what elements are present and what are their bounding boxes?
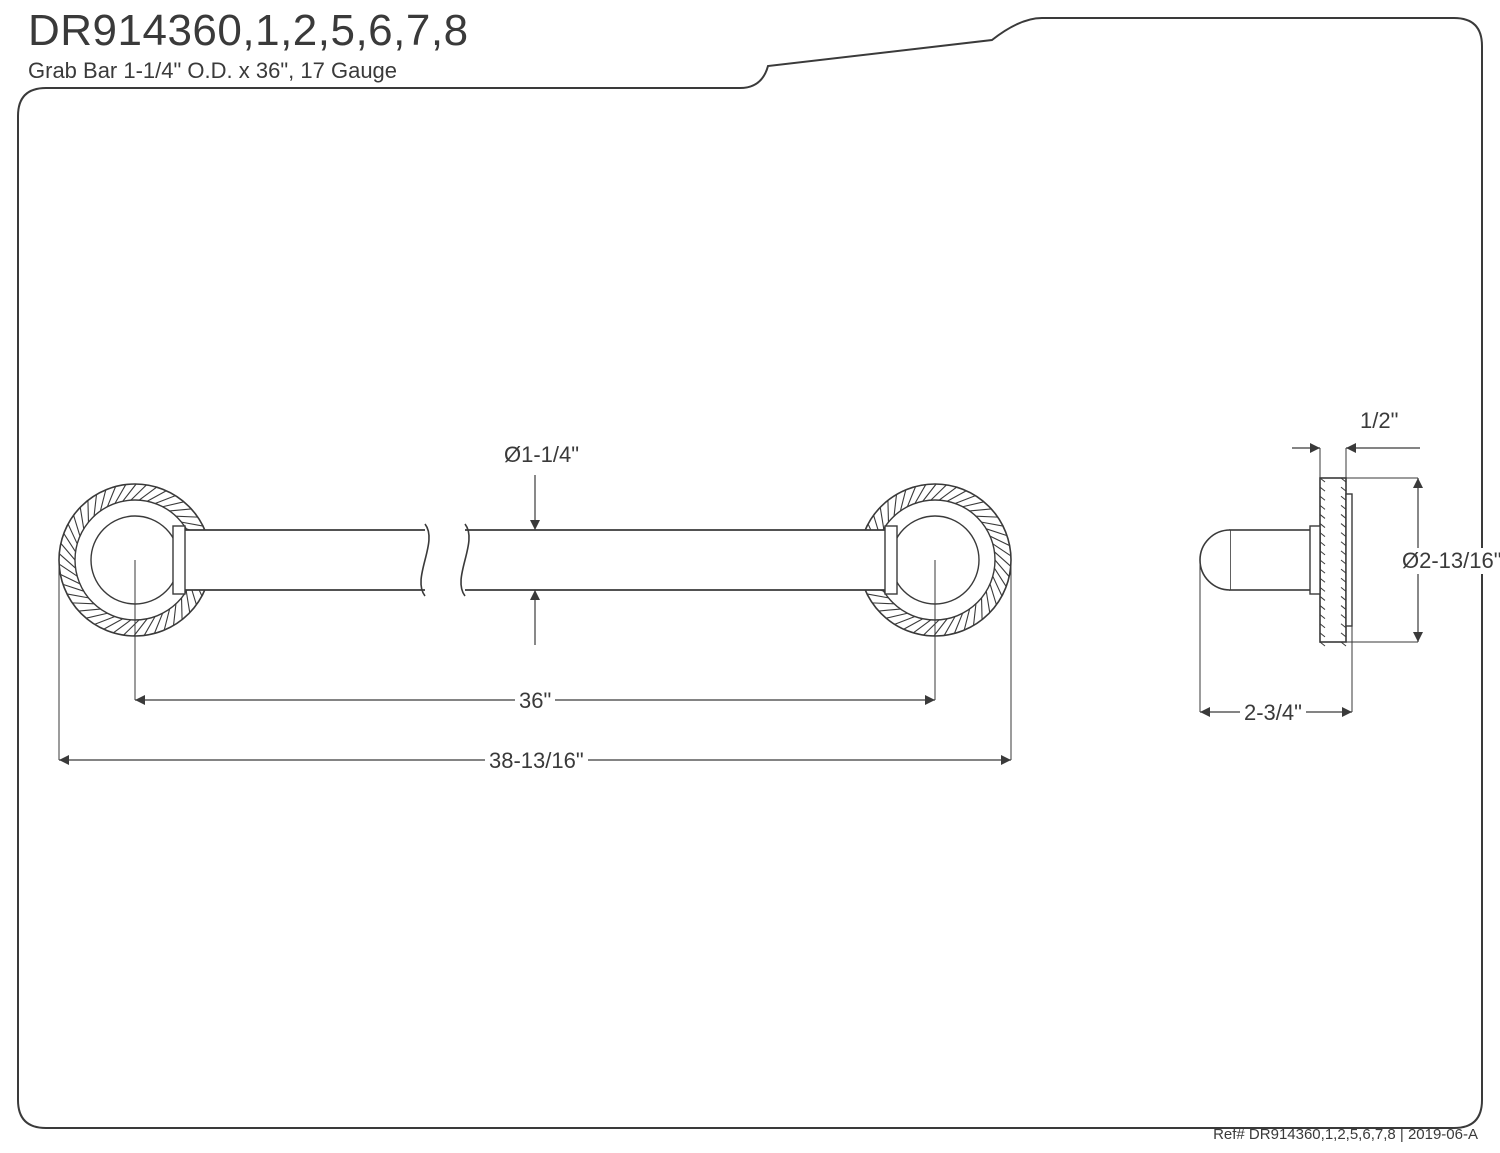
part-description: Grab Bar 1-1/4" O.D. x 36", 17 Gauge <box>28 58 397 84</box>
drawing-reference: Ref# DR914360,1,2,5,6,7,8 | 2019-06-A <box>1213 1126 1478 1143</box>
part-number-title: DR914360,1,2,5,6,7,8 <box>28 6 469 56</box>
dim-flange-diameter: Ø2-13/16" <box>1398 548 1500 574</box>
dim-flange-thickness: 1/2" <box>1356 408 1402 434</box>
dim-bar-diameter: Ø1-1/4" <box>500 442 583 468</box>
dim-center-length: 36" <box>515 688 555 714</box>
dim-projection-depth: 2-3/4" <box>1240 700 1306 726</box>
drawing-canvas <box>0 0 1500 1153</box>
dim-overall-length: 38-13/16" <box>485 748 588 774</box>
